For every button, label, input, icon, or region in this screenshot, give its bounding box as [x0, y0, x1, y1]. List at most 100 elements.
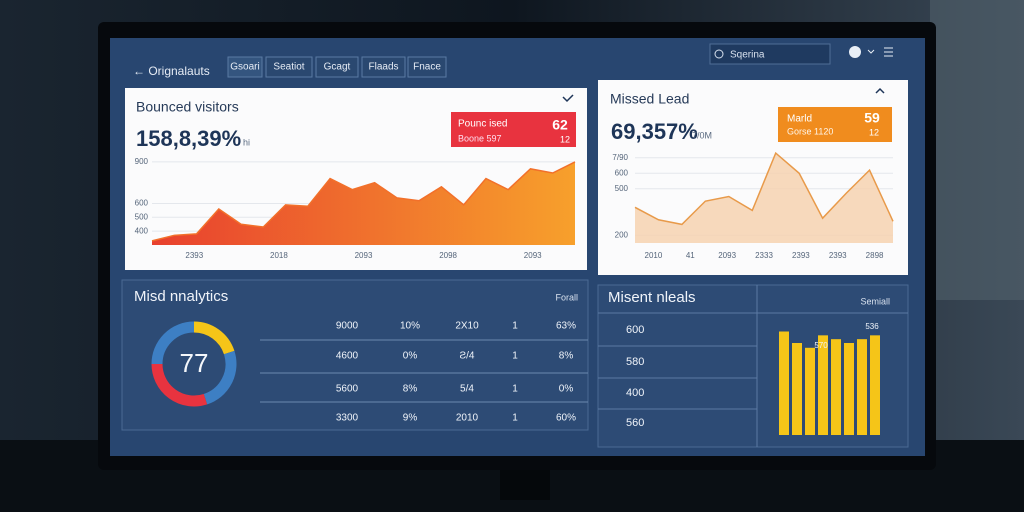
panel	[597, 284, 909, 448]
table-cell: Ƨ/4	[459, 351, 474, 362]
metric-note: hi	[243, 137, 250, 147]
check-icon[interactable]	[562, 94, 574, 103]
x-tick-label: 2393	[185, 251, 203, 260]
tab[interactable]	[265, 56, 313, 78]
x-tick-label: 2333	[755, 251, 773, 260]
donut-segment	[151, 363, 208, 407]
tab-label: Fnace	[413, 62, 441, 73]
list-value: 400	[626, 387, 644, 399]
x-tick-label: 2098	[439, 251, 457, 260]
list-value: 560	[626, 417, 644, 429]
metric: 69,357%	[611, 119, 698, 144]
donut-label: 77	[180, 348, 209, 378]
panel-note: Semiall	[860, 296, 890, 306]
badge-sub: 12	[560, 134, 570, 144]
metric-note: 7/0M	[692, 130, 712, 140]
badge-value: 59	[864, 110, 880, 126]
y-tick-label: 500	[135, 212, 149, 221]
x-tick-label: 41	[686, 251, 695, 260]
donut-segment	[151, 321, 195, 365]
search-icon	[714, 49, 724, 59]
tab-label: Gsoari	[230, 62, 259, 73]
y-tick-label: 600	[615, 168, 629, 177]
tab[interactable]	[227, 56, 263, 78]
y-tick-label: 400	[135, 226, 149, 235]
y-tick-label: 200	[615, 230, 629, 239]
badge-text: Marld	[787, 114, 812, 125]
table-cell: 2X10	[455, 321, 479, 332]
table-cell: 5600	[336, 384, 359, 395]
table-cell: 10%	[400, 321, 420, 332]
tab-label: Flaads	[368, 62, 398, 73]
bar	[844, 343, 854, 435]
x-tick-label: 2093	[718, 251, 736, 260]
table-cell: 8%	[403, 384, 418, 395]
table-cell: 8%	[559, 351, 574, 362]
y-tick-label: 7/90	[612, 153, 628, 162]
donut-segment	[193, 321, 235, 355]
x-tick-label: 2393	[829, 251, 847, 260]
panel-note: Forall	[555, 292, 578, 302]
table-cell: 9%	[403, 413, 418, 424]
tab-label: Seatiot	[273, 62, 304, 73]
collapse-icon[interactable]	[875, 87, 885, 94]
bar	[805, 347, 815, 435]
back-link[interactable]: ← Orignalauts	[133, 64, 210, 78]
list-value: 600	[626, 324, 644, 336]
badge-sub: 12	[869, 127, 879, 137]
list: 600 580 400 560	[598, 324, 757, 429]
badge	[451, 112, 576, 147]
x-tick-label: 2018	[270, 251, 288, 260]
bar	[831, 339, 841, 435]
line	[151, 161, 576, 242]
tab[interactable]	[407, 56, 447, 78]
table-cell: 0%	[403, 351, 418, 362]
bar	[870, 335, 880, 435]
table-cell: 1	[512, 384, 518, 395]
table-cell: 1	[512, 351, 518, 362]
list-value: 580	[626, 356, 644, 368]
search-box[interactable]	[709, 43, 831, 65]
table-cell: 5/4	[460, 384, 474, 395]
window	[930, 0, 1024, 300]
donut-segment	[203, 350, 237, 405]
bar-label: 536	[865, 322, 879, 331]
panel-title: Misent nleals	[608, 289, 696, 306]
x-tick-label: 2093	[524, 251, 542, 260]
table-cell: 0%	[559, 384, 574, 395]
area	[152, 161, 575, 245]
badge-text: Boone 597	[458, 133, 502, 143]
tabs: Gsoari Seatiot Gcagt Flaads Fnace	[227, 56, 447, 78]
badge	[778, 107, 892, 142]
tab[interactable]	[315, 56, 359, 78]
tab[interactable]	[361, 56, 406, 78]
x-tick-label: 2010	[645, 251, 663, 260]
badge-text: Pounc ised	[458, 119, 507, 130]
panel-title: Missed Lead	[610, 91, 689, 107]
table-cell: 2010	[456, 413, 479, 424]
y-tick-label: 900	[135, 157, 149, 166]
tab-label: Gcagt	[324, 62, 351, 73]
dropdown-icon[interactable]	[867, 49, 875, 54]
table-cell: 4600	[336, 351, 359, 362]
menu-icon[interactable]	[884, 47, 893, 57]
badge-value: 62	[552, 117, 568, 133]
y-tick-label: 500	[615, 184, 629, 193]
table-cell: 9000	[336, 321, 359, 332]
bar	[792, 343, 802, 435]
area	[635, 153, 893, 243]
donut-chart	[151, 321, 237, 407]
x-tick-label: 2898	[866, 251, 884, 260]
table: 9000 10% 2X10 1 63%4600 0% Ƨ/4 1 8%5600 8% 5/4 1 0%3…	[260, 321, 588, 424]
search-text: Sqerina	[730, 50, 765, 61]
area-chart: 7/90 600 500 200 2010 41 2093 2333 2393 2393 2898	[612, 151, 894, 260]
bar-label: 570	[814, 341, 828, 350]
x-tick-label: 2393	[792, 251, 810, 260]
user-icon[interactable]	[849, 46, 861, 58]
x-tick-label: 2093	[355, 251, 373, 260]
panel-title: Bounced visitors	[136, 99, 239, 115]
bar	[857, 339, 867, 435]
area-chart: 400 500 600 900 2393 2018 2093 2098 2093	[135, 157, 576, 260]
table-cell: 1	[512, 413, 518, 424]
